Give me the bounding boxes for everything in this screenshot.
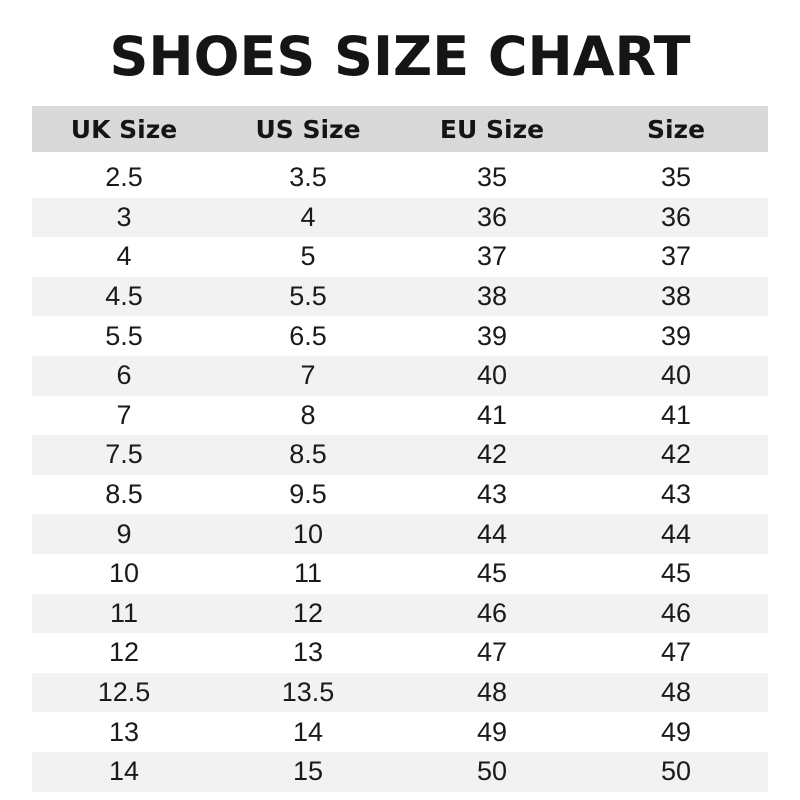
table-row: 5.5 6.5 39 39 <box>32 316 768 356</box>
table-cell: 13 <box>292 637 324 668</box>
table-cell: 50 <box>660 756 692 787</box>
table-row: 7 8 41 41 <box>32 396 768 436</box>
table-cell: 42 <box>476 439 508 470</box>
table-cell: 8.5 <box>289 439 327 470</box>
table-cell: 12.5 <box>97 677 151 708</box>
table-cell: 38 <box>660 281 692 312</box>
table-cell: 10 <box>292 518 324 549</box>
table-cell: 39 <box>476 320 508 351</box>
table-row: 4.5 5.5 38 38 <box>32 276 768 317</box>
table-cell: 43 <box>476 479 508 510</box>
table-cell: 3.5 <box>289 162 327 193</box>
table-header-row: UK Size US Size EU Size Size <box>32 106 768 152</box>
table-row: 12.5 13.5 48 48 <box>32 672 768 713</box>
table-cell: 8.5 <box>105 479 143 510</box>
table-cell: 41 <box>476 399 508 430</box>
table-cell: 45 <box>660 558 692 589</box>
table-row: 2.5 3.5 35 35 <box>32 158 768 198</box>
table-cell: 8 <box>300 399 316 430</box>
table-row: 9 10 44 44 <box>32 514 768 554</box>
table-cell: 37 <box>476 241 508 272</box>
table-cell: 13 <box>108 716 140 747</box>
table-row: 3 4 36 36 <box>32 197 768 238</box>
table-row: 6 7 40 40 <box>32 355 768 396</box>
table-cell: 47 <box>476 637 508 668</box>
table-cell: 13.5 <box>281 677 335 708</box>
table-row: 8.5 9.5 43 43 <box>32 475 768 515</box>
table-cell: 39 <box>660 320 692 351</box>
header-size: Size <box>646 114 706 144</box>
table-row: 7.5 8.5 42 42 <box>32 435 768 475</box>
table-cell: 47 <box>660 637 692 668</box>
table-cell: 5.5 <box>289 281 327 312</box>
table-cell: 36 <box>660 201 692 232</box>
table-cell: 12 <box>108 637 140 668</box>
table-cell: 41 <box>660 399 692 430</box>
table-cell: 12 <box>292 597 324 628</box>
page-title: SHOES SIZE CHART <box>109 25 691 88</box>
header-us-size: US Size <box>255 114 361 144</box>
table-cell: 5 <box>300 241 316 272</box>
table-cell: 4.5 <box>105 281 143 312</box>
table-row: 12 13 47 47 <box>32 633 768 673</box>
table-cell: 35 <box>476 162 508 193</box>
table-cell: 44 <box>476 518 508 549</box>
table-cell: 11 <box>109 597 139 628</box>
table-cell: 48 <box>660 677 692 708</box>
table-cell: 35 <box>660 162 692 193</box>
table-cell: 14 <box>292 716 324 747</box>
table-cell: 7.5 <box>105 439 143 470</box>
table-cell: 42 <box>660 439 692 470</box>
table-cell: 38 <box>476 281 508 312</box>
table-cell: 49 <box>660 716 692 747</box>
table-cell: 4 <box>300 201 316 232</box>
header-uk-size: UK Size <box>70 114 178 144</box>
table-cell: 45 <box>476 558 508 589</box>
table-cell: 6.5 <box>289 320 327 351</box>
table-cell: 46 <box>660 597 692 628</box>
table-cell: 37 <box>660 241 692 272</box>
table-cell: 44 <box>660 518 692 549</box>
table-cell: 46 <box>476 597 508 628</box>
table-cell: 6 <box>116 360 132 391</box>
table-cell: 9 <box>116 518 132 549</box>
size-chart-table: UK Size US Size EU Size Size 2.5 3.5 35 35 3… <box>32 106 768 792</box>
table-cell: 43 <box>660 479 692 510</box>
table-cell: 10 <box>108 558 140 589</box>
header-eu-size: EU Size <box>439 114 545 144</box>
table-cell: 9.5 <box>289 479 327 510</box>
table-cell: 48 <box>476 677 508 708</box>
table-cell: 50 <box>476 756 508 787</box>
table-cell: 11 <box>293 558 323 589</box>
table-body: 2.5 3.5 35 35 3 4 36 36 4 5 37 37 4.5 5.5 38 38 5.5 6.5 39… <box>32 158 768 792</box>
table-row: 13 14 49 49 <box>32 712 768 752</box>
table-cell: 3 <box>116 201 132 232</box>
table-cell: 5.5 <box>105 320 143 351</box>
table-row: 14 15 50 50 <box>32 751 768 792</box>
table-row: 11 12 46 46 <box>32 593 768 634</box>
table-cell: 40 <box>660 360 692 391</box>
table-cell: 7 <box>300 360 316 391</box>
table-cell: 2.5 <box>105 162 143 193</box>
table-cell: 15 <box>292 756 324 787</box>
table-cell: 49 <box>476 716 508 747</box>
table-cell: 40 <box>476 360 508 391</box>
table-row: 4 5 37 37 <box>32 237 768 277</box>
table-cell: 4 <box>116 241 132 272</box>
table-cell: 14 <box>108 756 140 787</box>
table-cell: 36 <box>476 201 508 232</box>
table-cell: 7 <box>116 399 132 430</box>
table-row: 10 11 45 45 <box>32 554 768 594</box>
